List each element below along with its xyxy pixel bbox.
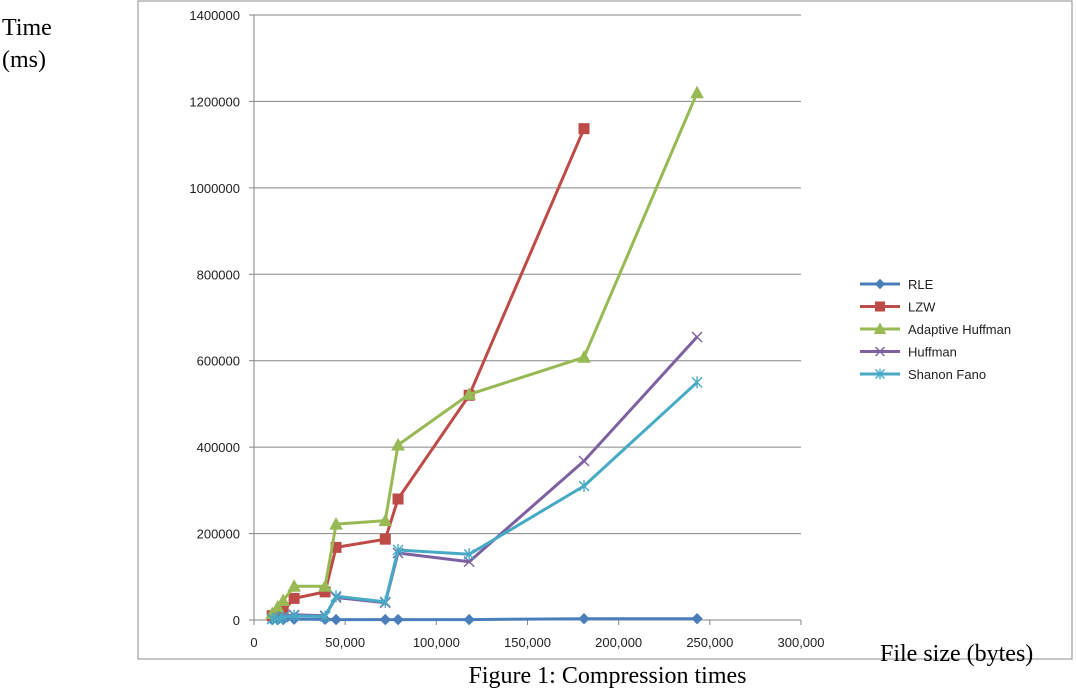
triangle-marker [873,322,887,334]
star-marker [277,611,289,624]
x-tick-label: 100,000 [413,635,460,650]
series-line-adaptive-huffman [271,92,699,615]
triangle-marker [577,350,591,363]
x-marker-stroke [578,455,590,467]
triangle-marker [276,593,291,607]
star-marker [330,590,342,603]
y-tick-label: 600000 [197,354,240,369]
x-marker-stroke [875,346,885,357]
legend-item-lzw: LZW [860,300,936,315]
y-axis-title-line1: Time [2,15,52,41]
diamond-marker [379,613,391,626]
triangle-marker [287,579,301,592]
x-tick-label: 150,000 [504,635,551,650]
square-marker [392,493,404,505]
series-adaptive-huffman [265,85,704,620]
diamond-marker [691,612,703,625]
triangle-marker [462,387,476,400]
series-lines [265,85,704,626]
y-tick-label: 800000 [197,267,240,282]
legend-label: LZW [908,300,936,315]
legend-label: Huffman [908,345,957,360]
tick-labels: 0 200000 400000 600000 800000 1000000 1200000 1… [189,8,824,650]
y-tick-label: 1400000 [189,8,240,23]
y-axis-title-line2: (ms) [2,47,46,73]
triangle-marker [690,85,704,99]
legend-item-shanon-fano: Shanon Fano [860,367,986,382]
legend-item-huffman: Huffman [860,345,957,360]
legend-label: Adaptive Huffman [908,322,1011,337]
star-marker [463,548,475,561]
x-tick-label: 0 [250,635,257,650]
triangle-marker [329,517,343,530]
legend-item-adaptive-huffman: Adaptive Huffman [860,322,1011,337]
star-marker [392,543,404,556]
legend-label: Shanon Fano [908,367,986,382]
square-marker [379,533,391,545]
diamond-marker [578,612,590,625]
triangle-marker [378,513,393,527]
legend: RLE LZW Adaptive Huffman Huffman Shanon Fano [860,277,1011,382]
square-marker [578,123,590,135]
series-shanon-fano [266,376,703,626]
x-tick-label: 250,000 [686,635,733,650]
triangle-marker [318,579,332,592]
x-axis-title: File size (bytes) [880,641,1034,667]
diamond-marker [330,613,342,626]
square-marker [288,592,300,604]
y-tick-label: 400000 [197,440,240,455]
x-tick-label: 50,000 [325,635,365,650]
x-tick-label: 200,000 [595,635,642,650]
y-tick-label: 0 [233,613,240,628]
legend-label: RLE [908,277,934,292]
x-marker [691,331,703,343]
y-tick-label: 200000 [197,527,240,542]
gridlines [254,14,801,535]
diamond-marker [463,613,475,626]
legend-item-rle: RLE [860,277,934,292]
y-axis-title: Time (ms) [2,12,92,76]
star-marker [379,595,391,608]
series-line-huffman [271,335,699,621]
star-marker [319,610,331,623]
triangle-marker [391,437,405,451]
series-line-shanon-fano [271,381,699,621]
series-rle [266,612,703,626]
diamond-marker [392,613,404,626]
y-tick-label: 1000000 [189,181,240,196]
chart-area-border [137,0,1073,660]
figure-caption: Figure 1: Compression times [468,663,747,689]
x-marker [578,455,590,467]
x-marker [875,346,885,357]
star-marker [875,368,885,380]
y-tick-label: 1200000 [189,94,240,109]
star-marker [691,376,703,389]
diamond-marker [874,278,886,290]
series-huffman [266,331,703,625]
star-marker [578,480,590,493]
star-marker [288,609,300,622]
square-marker [875,301,885,312]
x-marker-stroke [691,331,703,343]
x-tick-label: 300,000 [778,635,825,650]
